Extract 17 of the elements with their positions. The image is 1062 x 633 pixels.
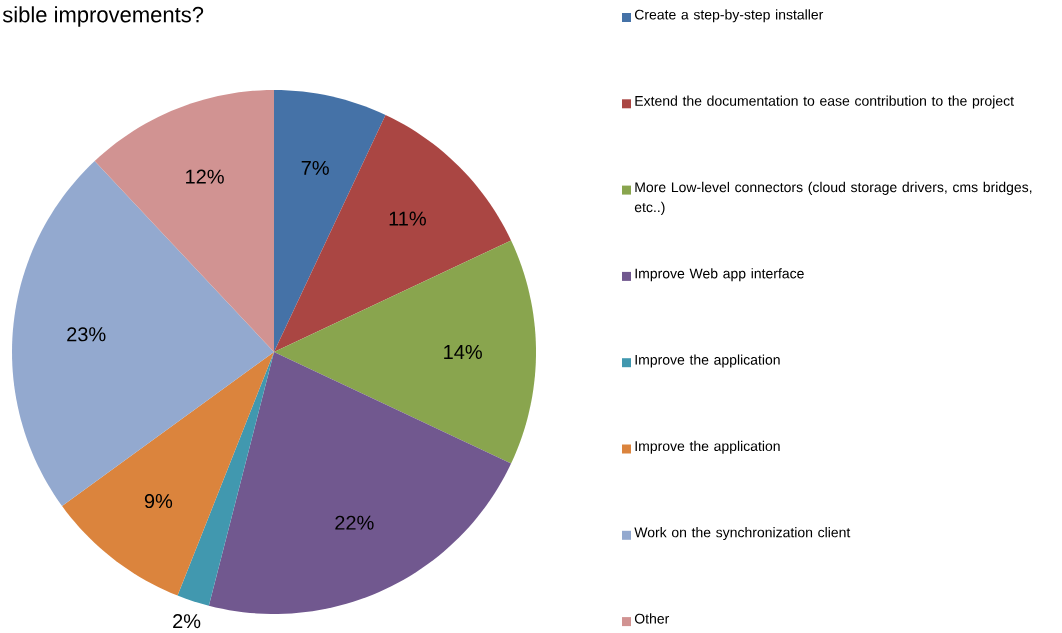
data-label: 14% <box>444 345 482 359</box>
legend-label: Improve the application <box>635 354 780 368</box>
legend-label: Create a step-by-step installer <box>634 9 824 23</box>
data-label: 12% <box>186 169 224 184</box>
legend-label: Improve Web app interface <box>635 268 804 282</box>
data-label: 22% <box>335 515 374 530</box>
legend-label: More Low-level connectors (cloud storage drivers, cms bridges, etc..) <box>634 181 1032 215</box>
data-label: 11% <box>389 211 426 226</box>
data-label: 23% <box>67 327 106 342</box>
data-label: 7% <box>301 160 329 175</box>
data-label: 2% <box>173 614 201 629</box>
legend-label: Other <box>634 613 670 624</box>
legend-label: Improve the application <box>635 440 780 454</box>
data-label: 9% <box>144 493 173 509</box>
chart-title: sible improvements? <box>2 6 204 27</box>
legend-label: Extend the documentation to ease contribution to the project <box>635 95 1014 109</box>
legend-label: Work on the synchronization client <box>634 527 851 541</box>
